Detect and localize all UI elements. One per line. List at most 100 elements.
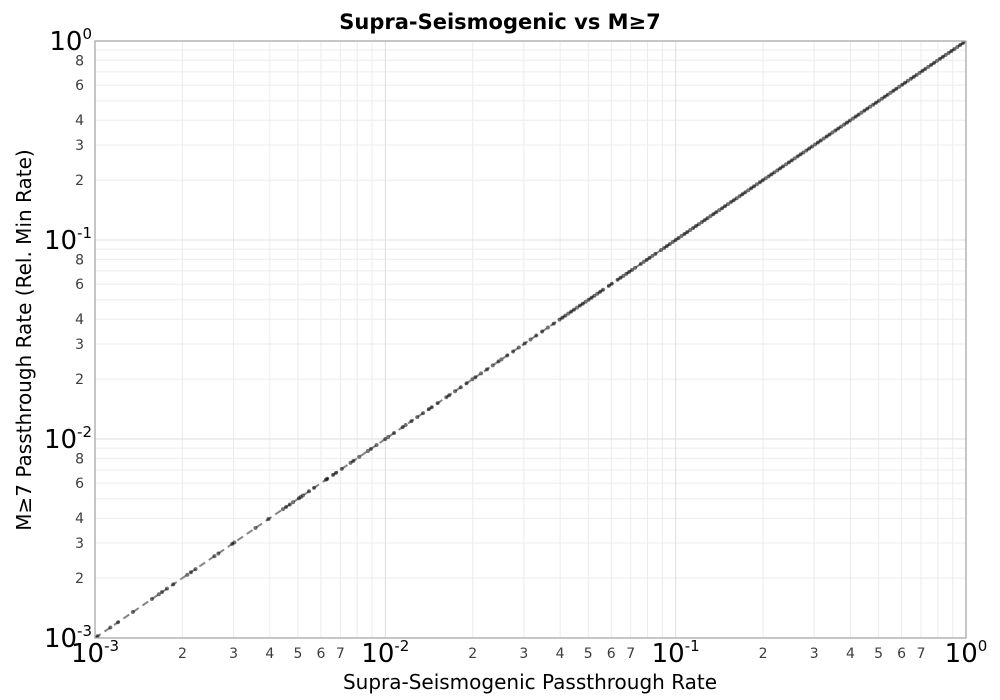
data-point	[159, 590, 164, 595]
data-point	[949, 48, 954, 53]
data-point	[897, 84, 902, 89]
x-tick-decade-label: 10-3	[71, 637, 119, 669]
y-tick-minor-label: 8	[75, 53, 84, 69]
data-point	[937, 56, 942, 61]
data-point	[589, 295, 594, 300]
x-tick-minor-label: 4	[846, 646, 855, 662]
x-tick-minor-label: 2	[468, 646, 477, 662]
data-point	[300, 493, 305, 498]
x-tick-minor-label: 5	[584, 646, 593, 662]
data-point	[516, 345, 521, 350]
data-point	[676, 236, 681, 241]
data-point	[830, 130, 835, 135]
x-tick-minor-label: 4	[265, 646, 274, 662]
data-point	[534, 333, 539, 338]
data-point	[662, 245, 667, 250]
data-point	[958, 42, 963, 47]
data-point	[725, 202, 730, 207]
data-point	[865, 106, 870, 111]
data-point	[653, 251, 658, 256]
data-point	[583, 299, 588, 304]
data-point	[842, 122, 847, 127]
data-point	[188, 570, 193, 575]
data-point	[743, 190, 748, 195]
data-point	[673, 238, 678, 242]
y-tick-minor-label: 2	[75, 372, 84, 388]
data-point	[734, 196, 739, 201]
data-point	[572, 307, 577, 312]
data-point	[615, 277, 620, 282]
y-tick-decade-label: 10-3	[44, 622, 92, 654]
data-point	[333, 470, 338, 475]
data-point	[943, 52, 948, 57]
data-point	[470, 377, 475, 382]
data-point	[606, 283, 611, 288]
data-point	[415, 415, 420, 420]
data-point	[386, 435, 391, 440]
data-point	[888, 90, 893, 95]
data-point	[664, 243, 669, 248]
y-tick-minor-label: 6	[75, 277, 84, 293]
data-point	[821, 136, 826, 141]
data-series-group	[95, 41, 966, 638]
data-point	[647, 255, 652, 260]
x-tick-decade-label: 10-2	[361, 637, 409, 669]
data-point	[749, 186, 754, 191]
data-point	[754, 182, 759, 187]
data-point	[545, 325, 550, 330]
data-point	[682, 231, 687, 236]
data-point	[421, 411, 426, 416]
data-point	[702, 218, 707, 223]
data-point	[876, 98, 881, 103]
data-point	[409, 419, 414, 424]
data-point	[879, 96, 884, 101]
data-point	[717, 208, 722, 213]
data-point	[577, 303, 582, 308]
x-tick-decade-label: 100	[945, 637, 988, 669]
data-point	[903, 80, 908, 85]
data-point	[618, 275, 623, 280]
data-point	[859, 110, 864, 115]
data-point	[357, 454, 362, 459]
x-tick-minor-label: 7	[336, 646, 345, 662]
data-point	[731, 198, 736, 203]
data-point	[232, 540, 237, 545]
data-point	[746, 188, 751, 193]
data-point	[609, 281, 614, 286]
plot-border	[94, 40, 967, 639]
data-point	[699, 220, 704, 225]
data-point	[908, 76, 913, 81]
x-tick-minor-label: 3	[810, 646, 819, 662]
data-point	[156, 592, 161, 597]
x-tick-minor-label: 3	[229, 646, 238, 662]
data-point	[786, 160, 791, 165]
data-point	[760, 178, 765, 183]
data-point	[894, 86, 899, 91]
y-tick-minor-label: 4	[75, 511, 84, 527]
data-point	[627, 269, 632, 274]
data-point	[917, 70, 922, 75]
data-point	[789, 158, 794, 163]
data-point	[563, 313, 568, 318]
y-tick-minor-label: 2	[75, 173, 84, 189]
data-point	[752, 184, 757, 189]
data-point	[807, 146, 812, 151]
data-point	[216, 551, 221, 556]
data-point	[479, 371, 484, 376]
data-point	[813, 142, 818, 147]
data-point	[708, 214, 713, 219]
data-point	[778, 166, 783, 171]
data-point	[368, 446, 373, 451]
data-point	[383, 437, 388, 441]
data-point	[624, 271, 629, 276]
x-tick-minor-label: 6	[897, 646, 906, 662]
data-point	[688, 228, 693, 233]
data-point	[720, 206, 725, 211]
y-tick-decade-label: 10-2	[44, 423, 92, 455]
x-tick-minor-label: 5	[293, 646, 302, 662]
data-point	[284, 505, 289, 510]
x-axis-label: Supra-Seismogenic Passthrough Rate	[342, 670, 718, 694]
y-tick-minor-label: 4	[75, 312, 84, 328]
